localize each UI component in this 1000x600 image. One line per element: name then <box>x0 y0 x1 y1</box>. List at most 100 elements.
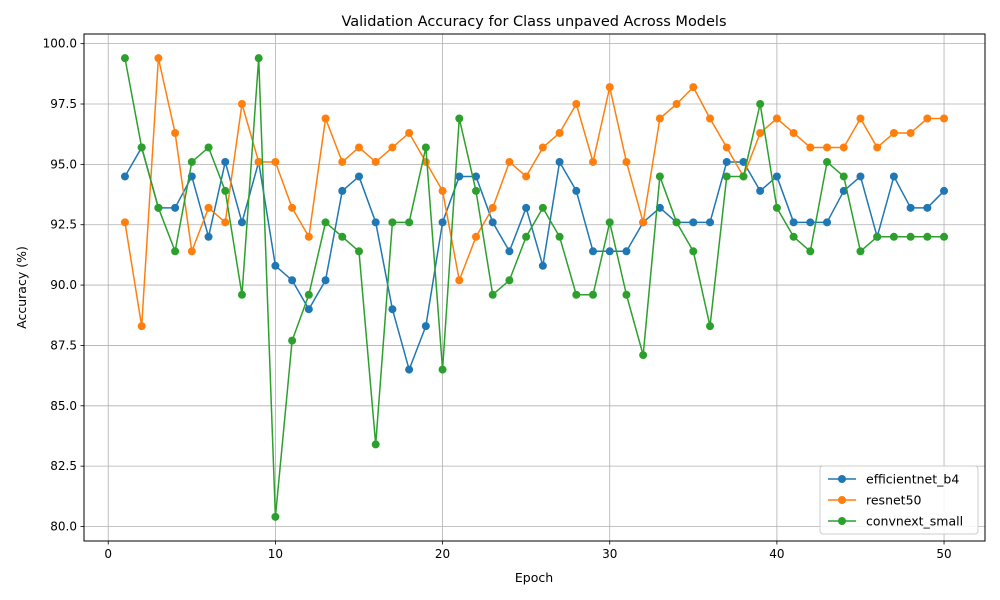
data-point <box>806 218 815 227</box>
data-point <box>839 143 848 152</box>
data-point <box>455 276 464 285</box>
data-point <box>706 114 715 123</box>
data-point <box>455 172 464 181</box>
data-point <box>622 157 631 166</box>
data-point <box>589 157 598 166</box>
data-point <box>906 232 915 241</box>
data-point <box>120 172 129 181</box>
data-point <box>555 128 564 137</box>
data-point <box>371 157 380 166</box>
data-point <box>589 290 598 299</box>
data-point <box>522 232 531 241</box>
data-point <box>622 247 631 256</box>
data-point <box>655 114 664 123</box>
x-tick-label: 30 <box>602 547 617 561</box>
data-point <box>137 143 146 152</box>
data-point <box>304 305 313 314</box>
data-point <box>706 218 715 227</box>
data-point <box>237 100 246 109</box>
legend-marker <box>838 496 846 504</box>
data-point <box>338 157 347 166</box>
data-point <box>288 276 297 285</box>
data-point <box>405 128 414 137</box>
data-point <box>321 276 330 285</box>
data-point <box>338 186 347 195</box>
data-point <box>354 143 363 152</box>
data-point <box>304 290 313 299</box>
data-point <box>873 232 882 241</box>
x-axis-label: Epoch <box>515 570 553 585</box>
series-efficientnet_b4 <box>120 143 949 374</box>
data-point <box>756 100 765 109</box>
data-point <box>923 203 932 212</box>
data-point <box>505 157 514 166</box>
data-point <box>655 172 664 181</box>
data-point <box>271 261 280 270</box>
data-point <box>254 157 263 166</box>
chart-title: Validation Accuracy for Class unpaved Ac… <box>341 14 726 30</box>
data-point <box>789 232 798 241</box>
data-point <box>839 186 848 195</box>
data-point <box>187 247 196 256</box>
legend-marker <box>838 517 846 525</box>
data-point <box>906 203 915 212</box>
data-point <box>171 128 180 137</box>
data-point <box>689 218 698 227</box>
data-point <box>940 114 949 123</box>
data-point <box>204 232 213 241</box>
grid <box>84 34 985 541</box>
legend: efficientnet_b4 resnet50 convnext_small <box>819 465 979 535</box>
data-point <box>589 247 598 256</box>
data-point <box>120 218 129 227</box>
data-point <box>338 232 347 241</box>
data-point <box>756 128 765 137</box>
data-point <box>371 440 380 449</box>
legend-marker <box>838 475 846 483</box>
x-tick-label: 10 <box>268 547 283 561</box>
data-point <box>538 203 547 212</box>
data-point <box>522 172 531 181</box>
data-point <box>438 186 447 195</box>
data-point <box>940 232 949 241</box>
data-point <box>689 83 698 92</box>
data-point <box>906 128 915 137</box>
data-point <box>806 143 815 152</box>
data-point <box>940 186 949 195</box>
data-point <box>171 203 180 212</box>
x-tick-label: 0 <box>104 547 112 561</box>
series-convnext_small <box>120 54 949 521</box>
data-point <box>856 247 865 256</box>
data-point <box>823 157 832 166</box>
legend-label: efficientnet_b4 <box>866 472 959 487</box>
data-point <box>120 54 129 63</box>
data-point <box>505 247 514 256</box>
y-tick-label: 97.5 <box>50 97 77 111</box>
data-point <box>923 114 932 123</box>
data-point <box>639 218 648 227</box>
data-point <box>371 218 380 227</box>
data-point <box>605 218 614 227</box>
data-point <box>555 232 564 241</box>
data-point <box>171 247 180 256</box>
data-point <box>889 232 898 241</box>
data-point <box>187 157 196 166</box>
data-point <box>823 143 832 152</box>
data-point <box>772 172 781 181</box>
data-point <box>321 114 330 123</box>
data-point <box>706 322 715 331</box>
data-point <box>388 218 397 227</box>
data-point <box>237 218 246 227</box>
axis-ticks: 0 10 20 30 40 50 80.0 82.5 85.0 87.5 90.0 92.5 95.0 9… <box>43 37 952 561</box>
data-point <box>889 172 898 181</box>
data-point <box>672 218 681 227</box>
data-point <box>856 114 865 123</box>
y-tick-label: 82.5 <box>50 459 77 473</box>
x-tick-label: 50 <box>936 547 951 561</box>
y-tick-label: 95.0 <box>50 157 77 171</box>
data-point <box>154 203 163 212</box>
data-point <box>204 143 213 152</box>
x-tick-label: 20 <box>435 547 450 561</box>
data-point <box>572 186 581 195</box>
data-point <box>839 172 848 181</box>
data-point <box>605 83 614 92</box>
